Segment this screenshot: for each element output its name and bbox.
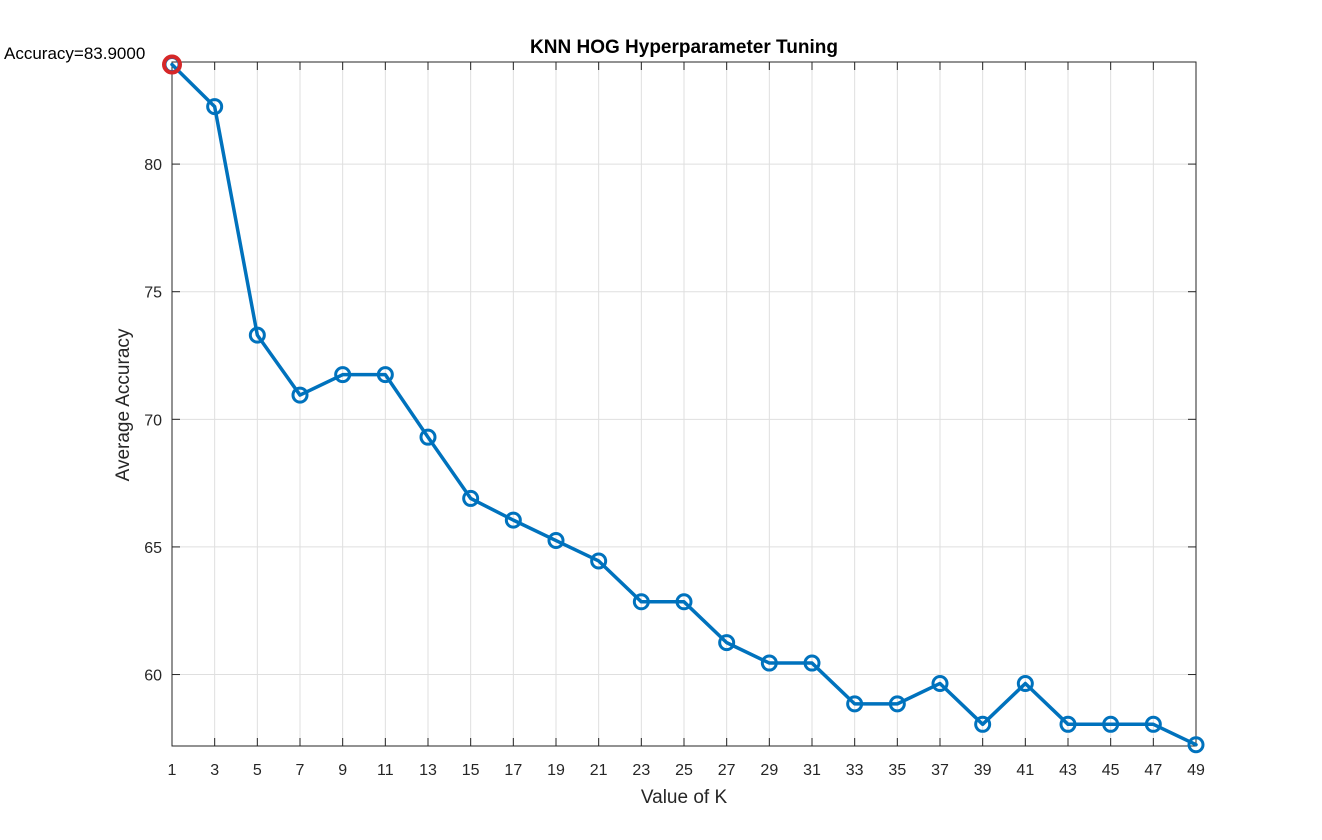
y-tick-label: 80	[144, 157, 162, 174]
data-point-marker	[718, 634, 736, 652]
x-axis-label: Value of K	[641, 787, 728, 808]
data-point-marker	[547, 532, 565, 550]
x-tick-label: 5	[253, 762, 262, 779]
data-series	[163, 56, 1205, 754]
x-tick-label: 19	[547, 762, 565, 779]
y-tick-label: 75	[144, 285, 162, 302]
y-tick-label: 70	[144, 412, 162, 429]
data-point-marker	[632, 593, 650, 611]
data-point-marker	[931, 674, 949, 692]
y-axis-label: Average Accuracy	[113, 328, 134, 481]
x-tick-label: 13	[419, 762, 437, 779]
x-tick-label: 41	[1016, 762, 1034, 779]
data-point-marker	[803, 654, 821, 672]
x-tick-label: 29	[760, 762, 778, 779]
data-point-marker	[1144, 715, 1162, 733]
data-point-marker	[590, 552, 608, 570]
data-point-marker	[974, 715, 992, 733]
x-tick-label: 21	[590, 762, 608, 779]
x-tick-label: 1	[168, 762, 177, 779]
x-tick-label: 9	[338, 762, 347, 779]
x-tick-label: 27	[718, 762, 736, 779]
data-point-marker	[1102, 715, 1120, 733]
data-point-marker	[462, 489, 480, 507]
data-point-marker	[760, 654, 778, 672]
data-point-marker	[1059, 715, 1077, 733]
best-point-highlight	[162, 54, 182, 75]
data-point-marker	[291, 386, 309, 404]
x-tick-label: 49	[1187, 762, 1205, 779]
data-point-marker	[248, 326, 266, 344]
x-tick-label: 37	[931, 762, 949, 779]
x-tick-label: 15	[462, 762, 480, 779]
x-tick-label: 43	[1059, 762, 1077, 779]
x-tick-label: 31	[803, 762, 821, 779]
x-tick-label: 3	[210, 762, 219, 779]
x-tick-label: 17	[504, 762, 522, 779]
data-point-marker	[675, 593, 693, 611]
x-tick-label: 39	[974, 762, 992, 779]
data-point-marker	[1187, 736, 1205, 754]
y-tick-label: 60	[144, 668, 162, 685]
highlight-layer	[162, 54, 182, 75]
data-point-marker	[846, 695, 864, 713]
y-tick-label: 65	[144, 540, 162, 557]
x-tick-label: 45	[1102, 762, 1120, 779]
x-tick-label: 7	[296, 762, 305, 779]
data-point-marker	[206, 98, 224, 116]
axis-ticks: 1 3 5 7 9 11 13 15 17 19 21 23 25 27 29 31 33 35 37 39 41 43 4…	[144, 62, 1205, 779]
data-point-marker	[1016, 674, 1034, 692]
chart-title: KNN HOG Hyperparameter Tuning	[530, 37, 838, 58]
x-tick-label: 25	[675, 762, 693, 779]
data-point-marker	[419, 428, 437, 446]
data-point-marker	[888, 695, 906, 713]
best-accuracy-annotation: Accuracy=83.9000	[4, 44, 145, 63]
data-point-marker	[334, 366, 352, 384]
x-tick-label: 35	[888, 762, 906, 779]
x-tick-label: 23	[632, 762, 650, 779]
x-tick-label: 11	[377, 762, 394, 779]
x-tick-label: 47	[1144, 762, 1162, 779]
x-tick-label: 33	[846, 762, 864, 779]
series-line	[170, 62, 1198, 747]
data-point-marker	[376, 366, 394, 384]
data-point-marker	[504, 511, 522, 529]
